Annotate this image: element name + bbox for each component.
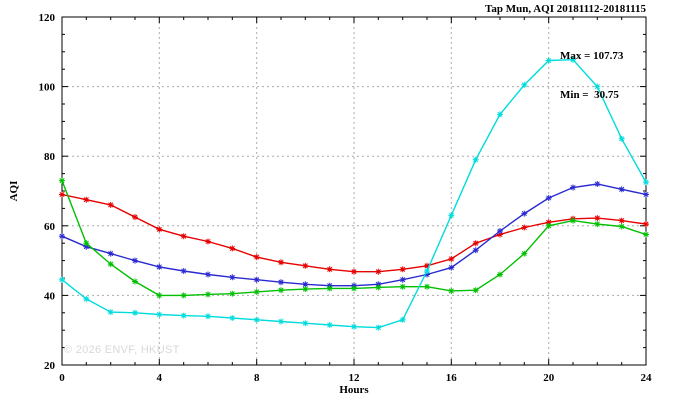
plot-border (61, 16, 647, 366)
x-tick-label: 8 (254, 372, 260, 384)
x-tick-label: 24 (641, 372, 653, 384)
y-tick-label: 120 (39, 12, 56, 24)
watermark: © 2026 ENVF, HKUST (64, 344, 180, 356)
x-tick-label: 20 (543, 372, 555, 384)
x-tick-label: 0 (59, 372, 65, 384)
max-value-label: Max = 107.73 (560, 50, 624, 62)
y-tick-label: 40 (44, 290, 56, 302)
min-value-label: Min = 30.75 (560, 89, 619, 101)
y-tick-label: 80 (44, 151, 56, 163)
x-tick-label: 12 (349, 372, 361, 384)
chart-title: Tap Mun, AQI 20181112-20181115 (485, 3, 646, 15)
y-tick-label: 100 (39, 82, 56, 94)
y-axis-label: AQI (8, 180, 20, 202)
x-tick-label: 16 (446, 372, 458, 384)
y-tick-label: 20 (44, 360, 56, 372)
max-min-annotation: Max = 107.73 Min = 30.75 (560, 24, 623, 128)
y-tick-label: 60 (44, 221, 56, 233)
x-axis-label: Hours (339, 384, 369, 396)
series-markers-red (59, 191, 649, 275)
series-markers-cyan (59, 56, 649, 331)
x-tick-label: 4 (157, 372, 163, 384)
series-markers-green (59, 177, 649, 299)
